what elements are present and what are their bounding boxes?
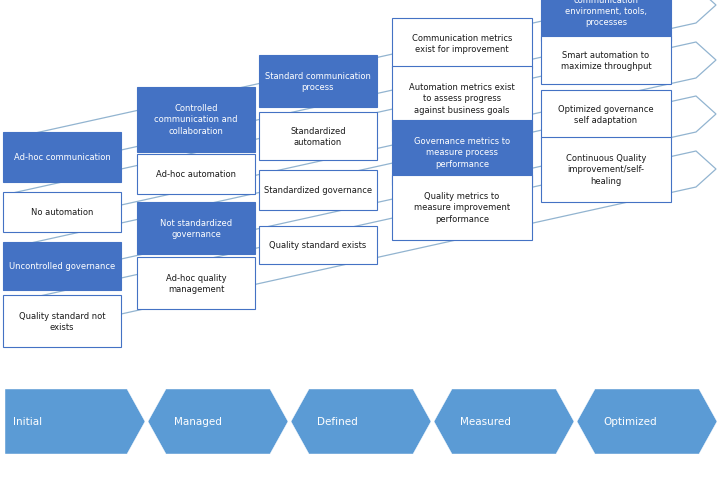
Text: No automation: No automation bbox=[31, 208, 93, 217]
FancyBboxPatch shape bbox=[137, 87, 255, 152]
Text: Ad-hoc automation: Ad-hoc automation bbox=[156, 170, 236, 179]
Text: Communication metrics
exist for improvement: Communication metrics exist for improvem… bbox=[412, 34, 513, 54]
FancyBboxPatch shape bbox=[392, 175, 532, 240]
Text: Initial: Initial bbox=[13, 417, 42, 427]
Polygon shape bbox=[577, 389, 717, 454]
Text: Defined: Defined bbox=[317, 417, 357, 427]
FancyBboxPatch shape bbox=[541, 91, 671, 139]
FancyBboxPatch shape bbox=[259, 56, 377, 108]
Polygon shape bbox=[8, 43, 716, 230]
Text: Governance metrics to
measure process
performance: Governance metrics to measure process pe… bbox=[414, 137, 510, 168]
Polygon shape bbox=[8, 97, 716, 285]
Text: Uncontrolled governance: Uncontrolled governance bbox=[9, 262, 115, 271]
Text: Quality metrics to
measure improvement
performance: Quality metrics to measure improvement p… bbox=[414, 192, 510, 223]
FancyBboxPatch shape bbox=[137, 258, 255, 309]
Polygon shape bbox=[291, 389, 431, 454]
FancyBboxPatch shape bbox=[541, 37, 671, 85]
FancyBboxPatch shape bbox=[3, 133, 121, 183]
Polygon shape bbox=[434, 389, 574, 454]
FancyBboxPatch shape bbox=[259, 171, 377, 210]
FancyBboxPatch shape bbox=[3, 243, 121, 290]
Polygon shape bbox=[5, 389, 145, 454]
Text: Optimized governance
self adaptation: Optimized governance self adaptation bbox=[558, 105, 654, 125]
FancyBboxPatch shape bbox=[259, 226, 377, 264]
Text: Optimized: Optimized bbox=[603, 417, 657, 427]
FancyBboxPatch shape bbox=[392, 66, 532, 131]
Text: Standardized governance: Standardized governance bbox=[264, 186, 372, 195]
FancyBboxPatch shape bbox=[137, 203, 255, 254]
Text: Quality standard not
exists: Quality standard not exists bbox=[19, 311, 106, 331]
Text: Not standardized
governance: Not standardized governance bbox=[160, 219, 232, 239]
Text: Constructive
communication
environment, tools,
processes: Constructive communication environment, … bbox=[565, 0, 647, 27]
FancyBboxPatch shape bbox=[392, 120, 532, 185]
Polygon shape bbox=[148, 389, 288, 454]
Text: Quality standard exists: Quality standard exists bbox=[269, 241, 367, 250]
FancyBboxPatch shape bbox=[3, 193, 121, 232]
Text: Standardized
automation: Standardized automation bbox=[290, 127, 346, 147]
FancyBboxPatch shape bbox=[3, 295, 121, 347]
FancyBboxPatch shape bbox=[137, 155, 255, 195]
Text: Automation metrics exist
to assess progress
against business goals: Automation metrics exist to assess progr… bbox=[409, 83, 515, 114]
Text: Measured: Measured bbox=[460, 417, 511, 427]
FancyBboxPatch shape bbox=[259, 113, 377, 161]
Polygon shape bbox=[8, 152, 716, 339]
Polygon shape bbox=[8, 0, 716, 176]
FancyBboxPatch shape bbox=[392, 19, 532, 69]
Text: Ad-hoc communication: Ad-hoc communication bbox=[14, 153, 111, 162]
Text: Controlled
communication and
collaboration: Controlled communication and collaborati… bbox=[154, 104, 238, 135]
Text: Continuous Quality
improvement/self-
healing: Continuous Quality improvement/self- hea… bbox=[566, 154, 646, 185]
FancyBboxPatch shape bbox=[541, 137, 671, 202]
Text: Standard communication
process: Standard communication process bbox=[265, 72, 371, 92]
FancyBboxPatch shape bbox=[541, 0, 671, 42]
Text: Managed: Managed bbox=[174, 417, 222, 427]
Text: Smart automation to
maximize throughput: Smart automation to maximize throughput bbox=[561, 51, 652, 71]
Text: Ad-hoc quality
management: Ad-hoc quality management bbox=[166, 273, 226, 293]
